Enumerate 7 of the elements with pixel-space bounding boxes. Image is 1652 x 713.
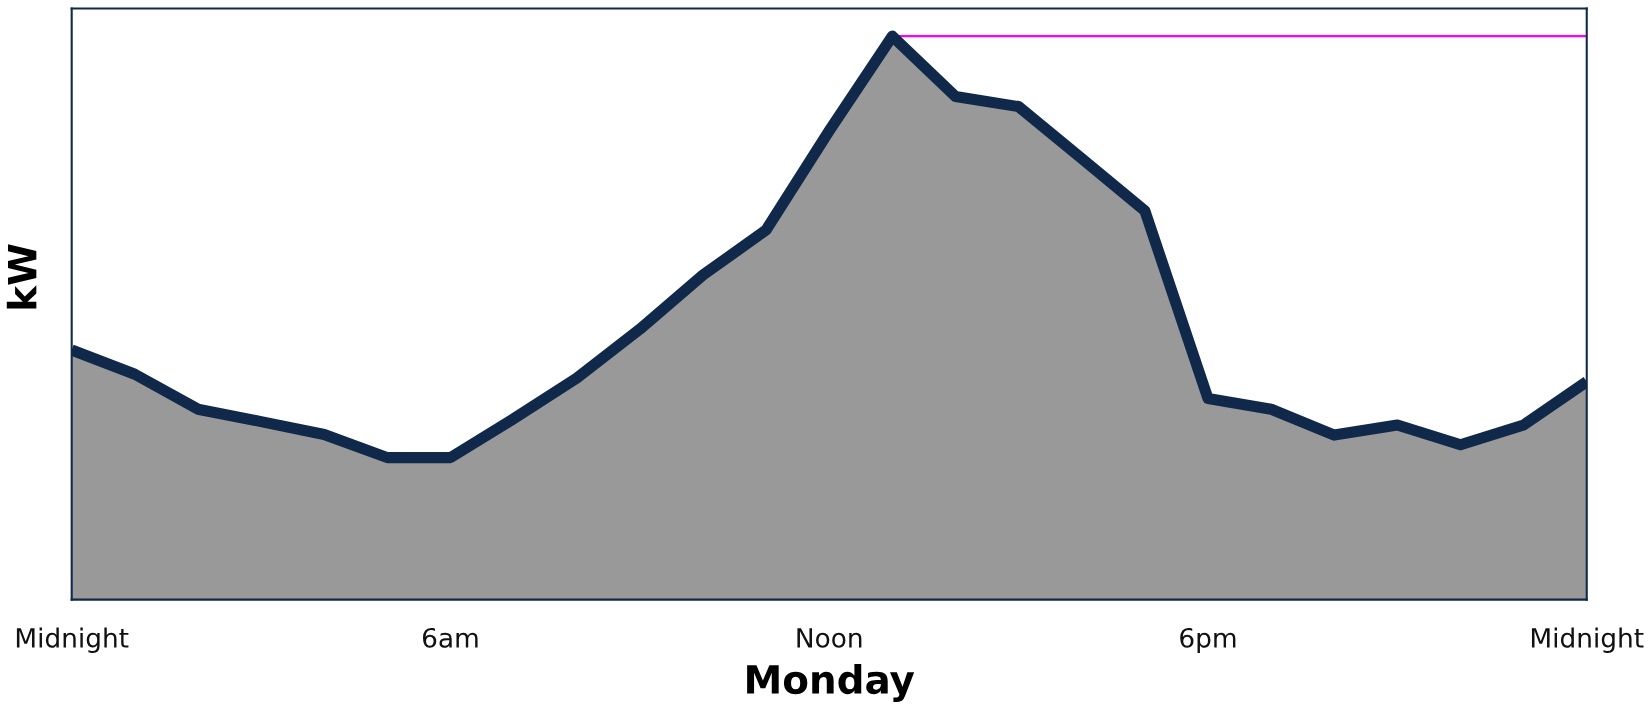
x-tick-label: Noon — [797, 628, 862, 648]
x-axis-title: Monday — [747, 664, 915, 702]
x-tick-label: 6am — [422, 627, 478, 648]
y-axis-title: kW — [6, 244, 37, 309]
x-tick-label: Midnight — [1531, 627, 1644, 653]
x-tick-label: 6pm — [1180, 627, 1236, 653]
x-tick-label: Midnight — [16, 627, 129, 653]
